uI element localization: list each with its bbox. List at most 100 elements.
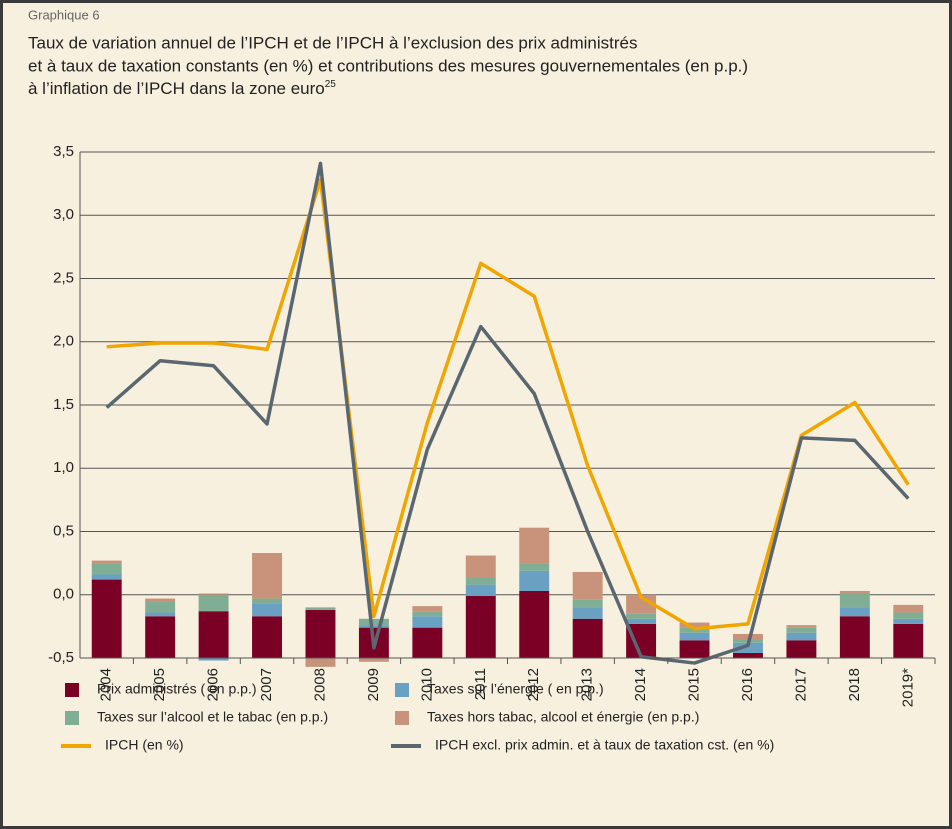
footnote-ref: 25	[325, 79, 337, 90]
bar	[626, 613, 657, 619]
bar	[733, 633, 763, 640]
bar	[145, 598, 176, 602]
x-tick-label: 2010	[418, 668, 435, 701]
title-text: à l’inflation de l’IPCH dans la zone eur…	[28, 79, 325, 98]
bar	[358, 618, 389, 626]
x-tick-label: 2016	[739, 668, 756, 701]
bar	[572, 599, 603, 608]
legend-swatch	[65, 711, 79, 725]
x-tick-label: 2017	[792, 668, 809, 701]
bar	[839, 616, 870, 658]
bar	[91, 579, 122, 658]
bar	[893, 612, 924, 619]
bar	[572, 571, 603, 600]
bar	[91, 563, 122, 575]
x-tick-label: 2019*	[899, 668, 916, 707]
bar	[519, 590, 550, 658]
bar	[198, 658, 229, 661]
chart-kicker: Graphique 6	[28, 7, 100, 22]
bar	[679, 640, 710, 658]
y-tick-label: 1,0	[53, 459, 74, 476]
bar	[412, 616, 443, 628]
x-tick-label: 2013	[579, 668, 596, 701]
y-tick-label: 0,5	[53, 522, 74, 539]
bar	[893, 623, 924, 658]
bar	[893, 618, 924, 624]
bar	[786, 632, 817, 641]
legend-label: Taxes sur l’alcool et le tabac (en p.p.)	[97, 709, 328, 725]
legend-swatch	[65, 683, 79, 697]
bar	[465, 577, 496, 585]
y-tick-label: 3,5	[53, 143, 74, 160]
bar	[305, 658, 336, 667]
x-tick-label: 2005	[151, 668, 168, 701]
x-tick-label: 2007	[258, 668, 275, 701]
bar	[198, 593, 229, 595]
x-tick-label: 2004	[98, 668, 115, 701]
x-tick-label: 2018	[846, 668, 863, 701]
bar	[412, 606, 443, 612]
bar	[358, 625, 389, 628]
bar	[786, 640, 817, 658]
bar	[412, 611, 443, 617]
bar	[519, 563, 550, 571]
bar	[839, 607, 870, 617]
bar	[252, 598, 282, 604]
bar	[626, 594, 657, 614]
bar	[465, 555, 496, 578]
y-tick-label: 3,0	[53, 206, 74, 223]
bar	[252, 616, 282, 658]
chart-title: Taux de variation annuel de l’IPCH et de…	[28, 33, 637, 52]
y-tick-label: 1,5	[53, 396, 74, 413]
bar	[679, 622, 710, 628]
bar	[358, 658, 389, 662]
x-tick-label: 2009	[365, 668, 382, 701]
x-tick-label: 2014	[632, 668, 649, 701]
chart-title: et à taux de taxation constants (en %) e…	[28, 56, 748, 75]
bar	[893, 604, 924, 613]
bar	[198, 611, 229, 658]
x-tick-label: 2011	[472, 668, 489, 700]
line	[106, 178, 910, 631]
bar	[679, 632, 710, 641]
bar	[572, 618, 603, 658]
legend-label: Prix administrés ( en p.p.)	[97, 681, 257, 697]
bar	[786, 625, 817, 628]
y-tick-label: 2,5	[53, 269, 74, 286]
legend-label: Taxes sur l’énergie ( en p.p.)	[427, 681, 604, 697]
bar	[465, 584, 496, 597]
bar	[519, 570, 550, 591]
legend-label: IPCH (en %)	[105, 737, 184, 753]
bar	[145, 601, 176, 613]
y-tick-label: 2,0	[53, 333, 74, 350]
bar	[91, 574, 122, 580]
legend-swatch	[395, 683, 409, 697]
bar	[733, 642, 763, 653]
bar	[839, 593, 870, 608]
bar	[305, 609, 336, 658]
bar	[572, 607, 603, 619]
bar	[733, 652, 763, 658]
bar	[252, 603, 282, 617]
legend-swatch	[395, 711, 409, 725]
bar	[198, 594, 229, 612]
bar	[519, 527, 550, 564]
x-tick-label: 2012	[525, 668, 542, 701]
bar	[626, 618, 657, 624]
chart-title: à l’inflation de l’IPCH dans la zone eur…	[28, 79, 336, 99]
bar	[91, 560, 122, 564]
y-tick-label: -0,5	[48, 649, 74, 666]
bar	[145, 616, 176, 658]
x-tick-label: 2015	[686, 668, 703, 701]
x-tick-label: 2008	[311, 668, 328, 701]
bar	[145, 612, 176, 617]
bar	[465, 596, 496, 658]
bar	[305, 607, 336, 610]
legend-label: IPCH excl. prix admin. et à taux de taxa…	[435, 737, 774, 753]
bar	[786, 627, 817, 633]
x-tick-label: 2006	[205, 668, 222, 701]
y-tick-label: 0,0	[53, 586, 74, 603]
bar	[412, 627, 443, 658]
